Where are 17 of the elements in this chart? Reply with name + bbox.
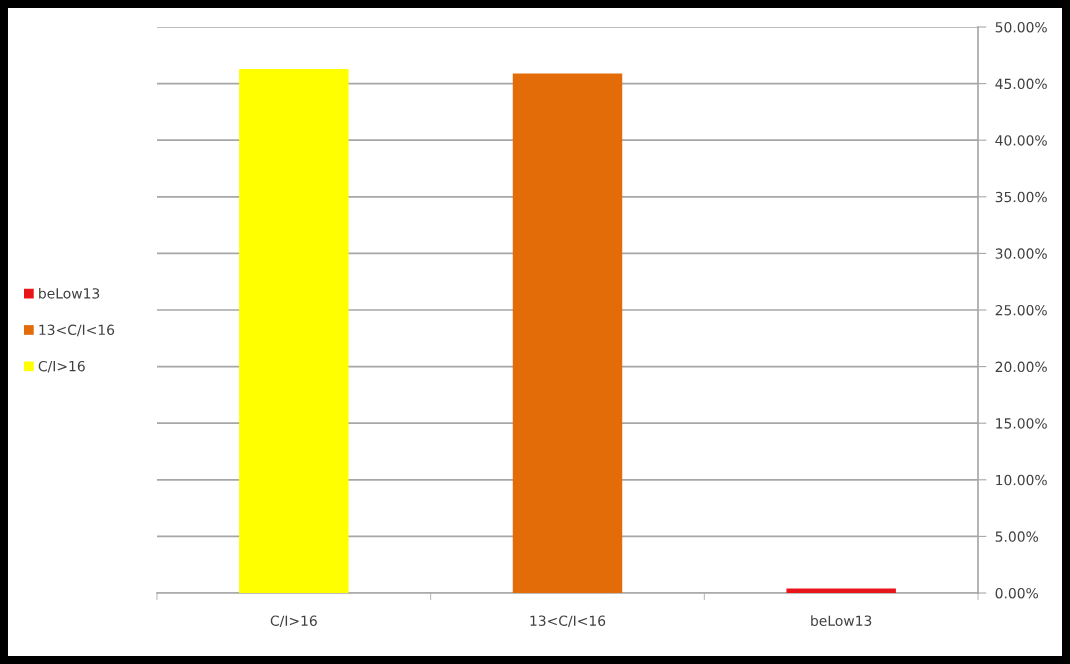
- y-tick-label: 20.00%: [995, 361, 1047, 373]
- y-tick-label: 45.00%: [995, 78, 1047, 90]
- y-tick-label: 0.00%: [995, 587, 1039, 599]
- y-tick-label: 10.00%: [996, 474, 1047, 486]
- y-tick-label: 15.00%: [996, 418, 1047, 429]
- y-tick-label: 40.00%: [995, 135, 1047, 146]
- legend-label: 13<C/I<16: [39, 324, 115, 337]
- y-tick-label: 5.00%: [995, 531, 1039, 542]
- x-tick-label: beLow13: [811, 615, 872, 626]
- y-tick-label: 25.00%: [995, 304, 1047, 316]
- y-tick-label: 30.00%: [995, 248, 1047, 259]
- legend-label: C/I>16: [38, 360, 85, 373]
- y-tick-label: 35.00%: [995, 191, 1047, 203]
- y-tick-label: 50.00%: [995, 21, 1047, 33]
- x-tick-label: 13<C/I<16: [530, 615, 606, 628]
- legend-label: beLow13: [39, 287, 100, 299]
- x-tick-label: C/I>16: [270, 615, 317, 628]
